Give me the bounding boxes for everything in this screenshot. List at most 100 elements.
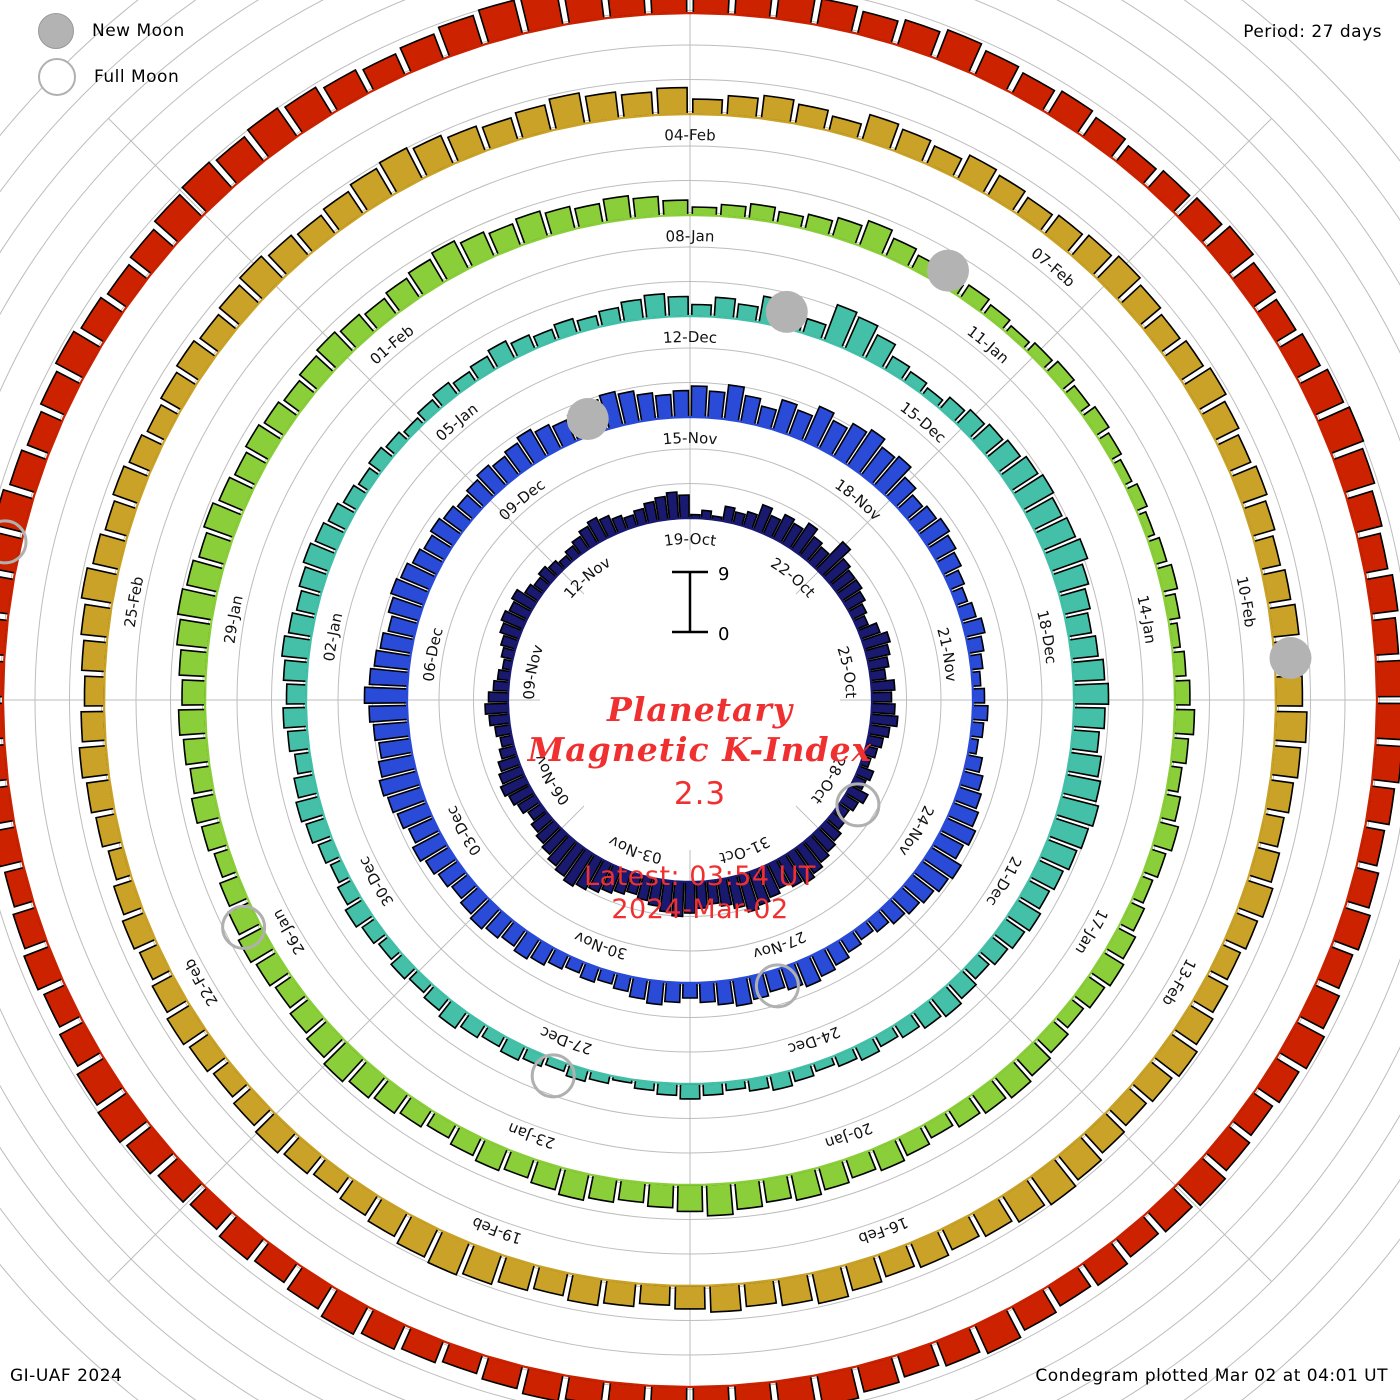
bar-ring-current-47 <box>856 1355 901 1393</box>
bar-ring-dec-1 <box>713 296 737 320</box>
bar-ring-oct-51 <box>706 879 720 905</box>
bar-ring-dec-27 <box>1072 706 1106 730</box>
ring-date-label-19-Oct-0: 19-Oct <box>663 530 718 550</box>
ring-date-label-30-Nov-1: 30-Nov <box>571 927 629 963</box>
bar-ring-feb-35 <box>1192 974 1229 1014</box>
bar-ring-oct-79 <box>484 702 510 715</box>
bar-ring-feb-78 <box>78 744 110 779</box>
bar-ring-jan-12 <box>1004 324 1031 350</box>
bar-ring-feb-67 <box>232 1087 272 1127</box>
credit-label: GI-UAF 2024 <box>10 1366 123 1386</box>
bar-ring-jan-52 <box>705 1182 734 1217</box>
bar-ring-dec-80 <box>285 683 308 705</box>
bar-ring-jan-35 <box>1105 926 1137 960</box>
bar-ring-dec-24 <box>1068 634 1099 660</box>
bar-ring-current-69 <box>58 1021 102 1068</box>
bar-ring-feb-19 <box>1216 433 1252 473</box>
bar-ring-jan-106 <box>662 199 689 217</box>
bar-ring-feb-105 <box>620 91 654 119</box>
bar-ring-nov-106 <box>672 389 690 419</box>
bar-ring-feb-28 <box>1270 744 1302 779</box>
bar-ring-feb-70 <box>166 1004 207 1046</box>
bar-ring-jan-59 <box>503 1149 535 1179</box>
bar-ring-feb-54 <box>638 1283 671 1307</box>
bar-ring-dec-12 <box>938 396 966 423</box>
bar-ring-feb-100 <box>446 125 487 163</box>
bar-ring-dec-105 <box>643 292 667 320</box>
bar-ring-current-19 <box>1316 406 1365 455</box>
bar-ring-current-17 <box>1278 332 1322 379</box>
bar-ring-current-45 <box>935 1326 981 1367</box>
bar-ring-current-94 <box>283 86 333 134</box>
bar-ring-jan-78 <box>182 736 210 766</box>
bar-ring-oct-25 <box>870 679 896 692</box>
bar-ring-oct-106 <box>678 494 690 520</box>
bar-ring-current-33 <box>1298 983 1341 1030</box>
ring-date-label-15-Dec-2: 15-Dec <box>897 398 950 447</box>
full-moon-marker-7 <box>0 519 28 565</box>
bar-ring-feb-33 <box>1223 911 1259 950</box>
bar-ring-feb-12 <box>1070 234 1113 276</box>
bar-ring-jan-54 <box>646 1182 675 1209</box>
bar-ring-nov-78 <box>372 721 411 742</box>
bar-ring-feb-40 <box>1083 1112 1126 1154</box>
ring-date-label-16-Feb-4: 16-Feb <box>856 1213 911 1248</box>
bar-ring-feb-65 <box>283 1135 323 1175</box>
moon-markers <box>0 249 1312 1099</box>
bar-ring-jan-37 <box>1073 975 1106 1009</box>
ring-date-label-31-Oct-0: 31-Oct <box>718 832 773 867</box>
bar-ring-dec-95 <box>431 381 459 408</box>
bar-ring-jan-26 <box>1173 679 1191 706</box>
bar-ring-feb-73 <box>121 911 157 950</box>
radial-axis-labels: 96390 <box>672 564 729 645</box>
bar-ring-feb-9 <box>986 174 1027 212</box>
bar-ring-current-61 <box>286 1266 333 1310</box>
bar-ring-feb-47 <box>877 1243 916 1278</box>
bar-ring-jan-80 <box>181 679 207 706</box>
bar-ring-feb-63 <box>339 1178 379 1217</box>
bar-ring-current-27 <box>1371 743 1400 784</box>
bar-ring-current-87 <box>80 296 124 343</box>
ring-date-label-29-Jan-3: 29-Jan <box>221 594 247 645</box>
bar-ring-jan-82 <box>176 618 212 649</box>
bar-ring-feb-14 <box>1120 284 1162 327</box>
legend-label-full-moon: Full Moon <box>94 67 180 87</box>
ring-date-label-10-Feb-4: 10-Feb <box>1233 575 1260 629</box>
bar-ring-feb-36 <box>1173 1004 1214 1046</box>
bar-ring-oct-52 <box>695 880 709 910</box>
bar-ring-feb-101 <box>481 116 519 151</box>
bar-ring-current-0 <box>692 0 730 15</box>
bar-ring-feb-8 <box>956 154 998 194</box>
bar-ring-feb-79 <box>80 710 107 743</box>
bar-ring-nov-51 <box>715 979 735 1006</box>
bar-ring-jan-5 <box>831 216 863 246</box>
bar-ring-feb-11 <box>1043 214 1084 253</box>
bar-ring-feb-89 <box>159 371 198 411</box>
bar-ring-jan-73 <box>218 875 249 908</box>
bar-ring-jan-61 <box>449 1125 483 1157</box>
bar-ring-feb-52 <box>709 1283 742 1313</box>
bar-ring-current-92 <box>215 135 265 185</box>
bar-ring-current-24 <box>1371 616 1400 657</box>
bar-ring-jan-45 <box>897 1125 931 1157</box>
bar-ring-nov-104 <box>636 392 657 423</box>
scalebar-label-max: 9 <box>718 564 729 585</box>
bar-ring-nov-53 <box>681 982 699 999</box>
bar-ring-current-12 <box>1146 169 1191 214</box>
plotted-label: Condegram plotted Mar 02 at 04:01 UT <box>1035 1366 1388 1386</box>
bar-ring-feb-96 <box>322 190 365 232</box>
bar-ring-feb-106 <box>656 86 689 116</box>
bar-ring-feb-85 <box>104 499 138 537</box>
bar-ring-feb-44 <box>971 1197 1013 1238</box>
bar-ring-current-60 <box>320 1288 369 1336</box>
ring-date-label-09-Nov-0: 09-Nov <box>520 642 547 699</box>
bar-ring-feb-59 <box>461 1243 503 1286</box>
bar-ring-feb-6 <box>893 128 932 163</box>
bar-ring-feb-95 <box>296 214 337 253</box>
ring-baseline-ring-nov <box>405 415 975 984</box>
bar-ring-dec-106 <box>667 295 690 318</box>
bar-ring-nov-82 <box>373 649 412 671</box>
bar-ring-feb-0 <box>692 98 724 116</box>
bar-ring-feb-51 <box>743 1279 778 1308</box>
bar-ring-dec-65 <box>423 985 450 1012</box>
